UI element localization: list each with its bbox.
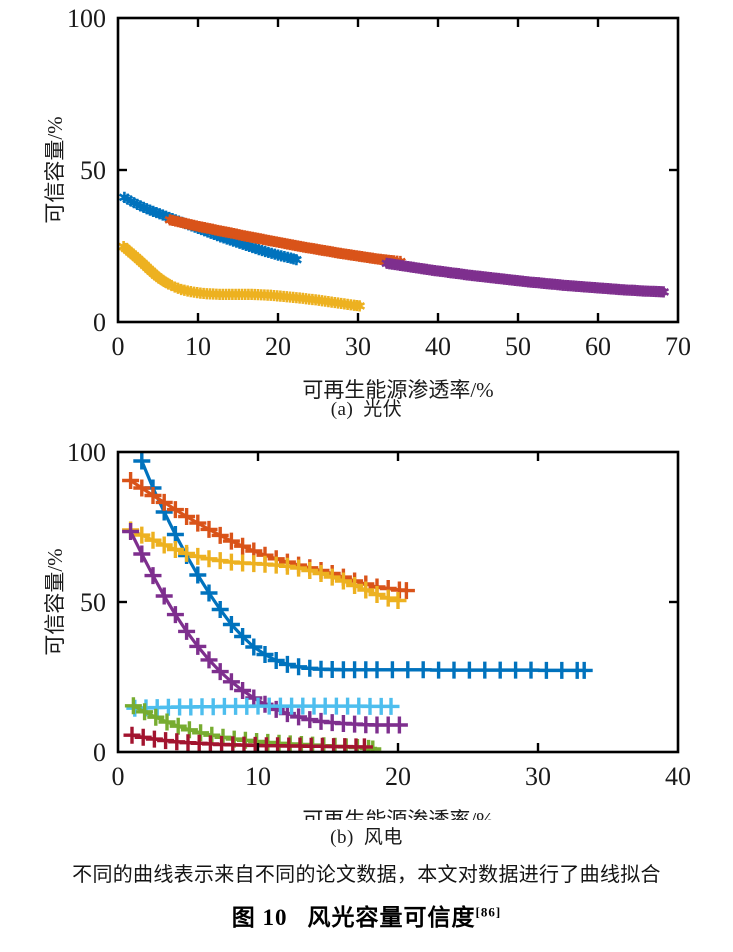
x-tick-label: 10 — [185, 332, 211, 361]
x-tick-label: 20 — [265, 332, 291, 361]
x-tick-label: 10 — [245, 762, 271, 791]
y-tick-label: 50 — [80, 156, 106, 185]
subcaption-pv-label: 光伏 — [363, 399, 403, 420]
y-axis-title: 可信容量/% — [43, 116, 67, 223]
x-tick-label: 50 — [505, 332, 531, 361]
x-axis-title: 可再生能源渗透率/% — [302, 808, 493, 820]
figure-note: 不同的曲线表示来自不同的论文数据，本文对数据进行了曲线拟合 — [72, 864, 661, 886]
chart-panel-pv: 0 10 20 30 40 50 60 70 0 50 100 可再生能源渗透率/% 可信容量/% — [0, 0, 733, 430]
data-series — [122, 523, 408, 734]
wind-chart-svg: 0 10 20 30 40 0 50 100 可再生能源渗透率/% 可信容量/% — [43, 438, 691, 820]
subcaption-pv-tag: (a) — [330, 399, 354, 420]
x-tick-label: 40 — [425, 332, 451, 361]
subcaption-wind-label: 风电 — [363, 827, 403, 848]
x-tick-label: 30 — [345, 332, 371, 361]
data-series — [123, 726, 373, 752]
y-tick-label: 100 — [67, 4, 106, 33]
figure-title-number: 图 10 — [231, 905, 288, 930]
x-tick-label: 20 — [385, 762, 411, 791]
x-tick-label: 0 — [112, 332, 125, 361]
data-series — [164, 214, 406, 268]
subcaption-wind-tag: (b) — [330, 827, 354, 848]
y-tick-label: 0 — [93, 308, 106, 337]
pv-chart-svg: 0 10 20 30 40 50 60 70 0 50 100 可再生能源渗透率/% 可信容量/% — [43, 4, 691, 402]
subcaption-wind: (b) 风电 — [0, 822, 733, 849]
x-tick-label: 30 — [525, 762, 551, 791]
chart-panel-wind: 0 10 20 30 40 0 50 100 可再生能源渗透率/% 可信容量/% — [0, 430, 733, 820]
figure-title-reference: [86] — [475, 904, 502, 920]
subcaption-pv: (a) 光伏 — [0, 394, 733, 421]
figure-title: 图 10 风光容量可信度[86] — [0, 898, 733, 932]
axes: 0 10 20 30 40 50 60 70 0 50 100 可再生能源渗透率/% 可信容量/% — [43, 4, 691, 402]
x-axis-title: 可再生能源渗透率/% — [302, 378, 493, 402]
axes: 0 10 20 30 40 0 50 100 可再生能源渗透率/% 可信容量/% — [43, 438, 691, 820]
x-tick-label: 0 — [112, 762, 125, 791]
y-tick-label: 100 — [67, 438, 106, 467]
x-tick-label: 70 — [665, 332, 691, 361]
x-tick-label: 40 — [665, 762, 691, 791]
x-tick-label: 60 — [585, 332, 611, 361]
data-series — [381, 257, 670, 298]
plot-frame — [116, 16, 680, 324]
data-series — [118, 241, 366, 312]
figure-title-text: 风光容量可信度 — [307, 905, 476, 930]
y-axis-title: 可信容量/% — [43, 548, 67, 655]
y-tick-label: 50 — [80, 588, 106, 617]
data-series — [122, 472, 415, 600]
y-tick-label: 0 — [93, 738, 106, 767]
